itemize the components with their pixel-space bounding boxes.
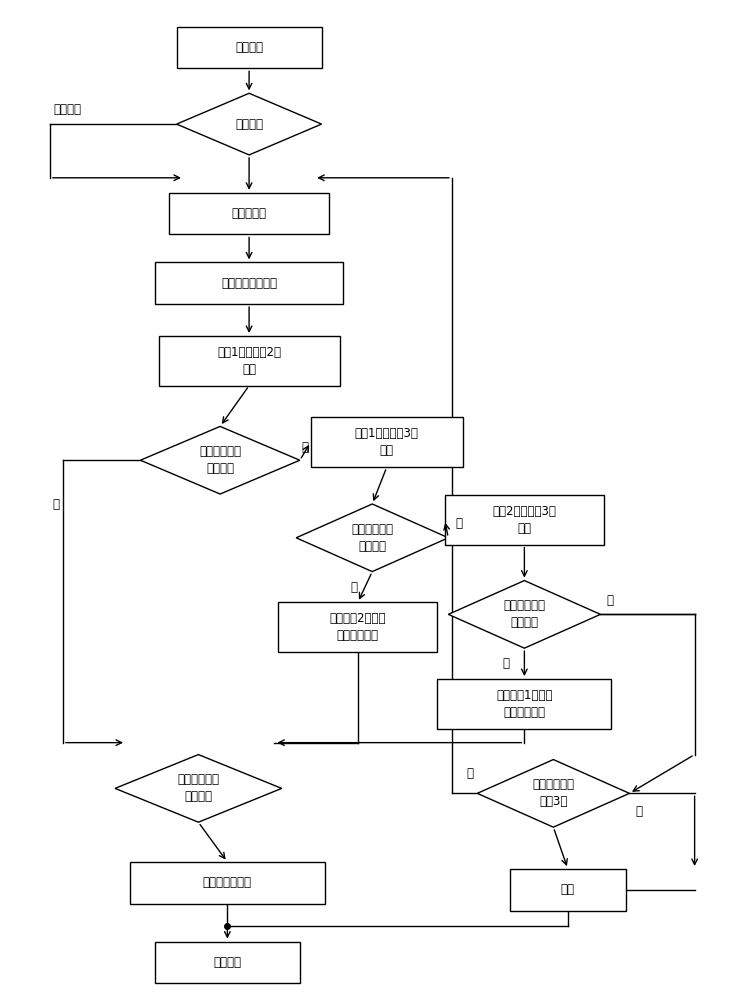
Text: 权限不足: 权限不足 <box>53 103 82 116</box>
Text: 本地登录: 本地登录 <box>235 41 263 54</box>
FancyBboxPatch shape <box>155 942 300 983</box>
Text: 是: 是 <box>635 805 642 818</box>
Text: 否: 否 <box>466 767 474 780</box>
Text: 数据处理及存储: 数据处理及存储 <box>203 876 252 889</box>
Text: 输出两组测得
流量均值: 输出两组测得 流量均值 <box>177 773 220 803</box>
Text: 是: 是 <box>503 657 510 670</box>
Polygon shape <box>296 504 448 572</box>
Text: 退出程序: 退出程序 <box>213 956 242 969</box>
Text: 误差是否在设
定范围内: 误差是否在设 定范围内 <box>199 445 241 475</box>
Text: 权限判定: 权限判定 <box>235 118 263 131</box>
Text: 是: 是 <box>350 581 358 594</box>
Text: 是: 是 <box>53 498 59 511</box>
Text: 报警: 报警 <box>561 883 575 896</box>
Text: 循环次数是否
大于3次: 循环次数是否 大于3次 <box>532 778 575 808</box>
FancyBboxPatch shape <box>158 336 339 386</box>
Text: 提示测量2组超声
波换能器出错: 提示测量2组超声 波换能器出错 <box>329 612 386 642</box>
Polygon shape <box>177 93 321 155</box>
Polygon shape <box>448 581 601 648</box>
Text: 误差是否在设
定范围内: 误差是否在设 定范围内 <box>351 523 393 553</box>
Text: 测量1组与测量2组
对比: 测量1组与测量2组 对比 <box>217 346 281 376</box>
Text: 否: 否 <box>456 517 463 530</box>
Text: 误差是否在设
定范围内: 误差是否在设 定范围内 <box>504 599 545 629</box>
Polygon shape <box>477 760 629 827</box>
FancyBboxPatch shape <box>311 417 463 467</box>
Text: 否: 否 <box>606 594 613 607</box>
Text: 开始测流量: 开始测流量 <box>231 207 266 220</box>
FancyBboxPatch shape <box>278 602 437 652</box>
Text: 提示测量1组超声
波换能器出错: 提示测量1组超声 波换能器出错 <box>496 689 553 719</box>
FancyBboxPatch shape <box>510 869 626 911</box>
Text: 测量1组与测量3组
对比: 测量1组与测量3组 对比 <box>355 427 419 457</box>
FancyBboxPatch shape <box>129 862 325 904</box>
Text: 测量2组与测量3组
对比: 测量2组与测量3组 对比 <box>493 505 556 535</box>
Text: 采集温度压力数据: 采集温度压力数据 <box>221 277 277 290</box>
FancyBboxPatch shape <box>437 679 611 729</box>
Polygon shape <box>140 426 300 494</box>
FancyBboxPatch shape <box>155 262 343 304</box>
FancyBboxPatch shape <box>169 193 328 234</box>
Text: 否: 否 <box>301 441 309 454</box>
Polygon shape <box>115 755 282 822</box>
FancyBboxPatch shape <box>445 495 604 545</box>
FancyBboxPatch shape <box>177 27 321 68</box>
